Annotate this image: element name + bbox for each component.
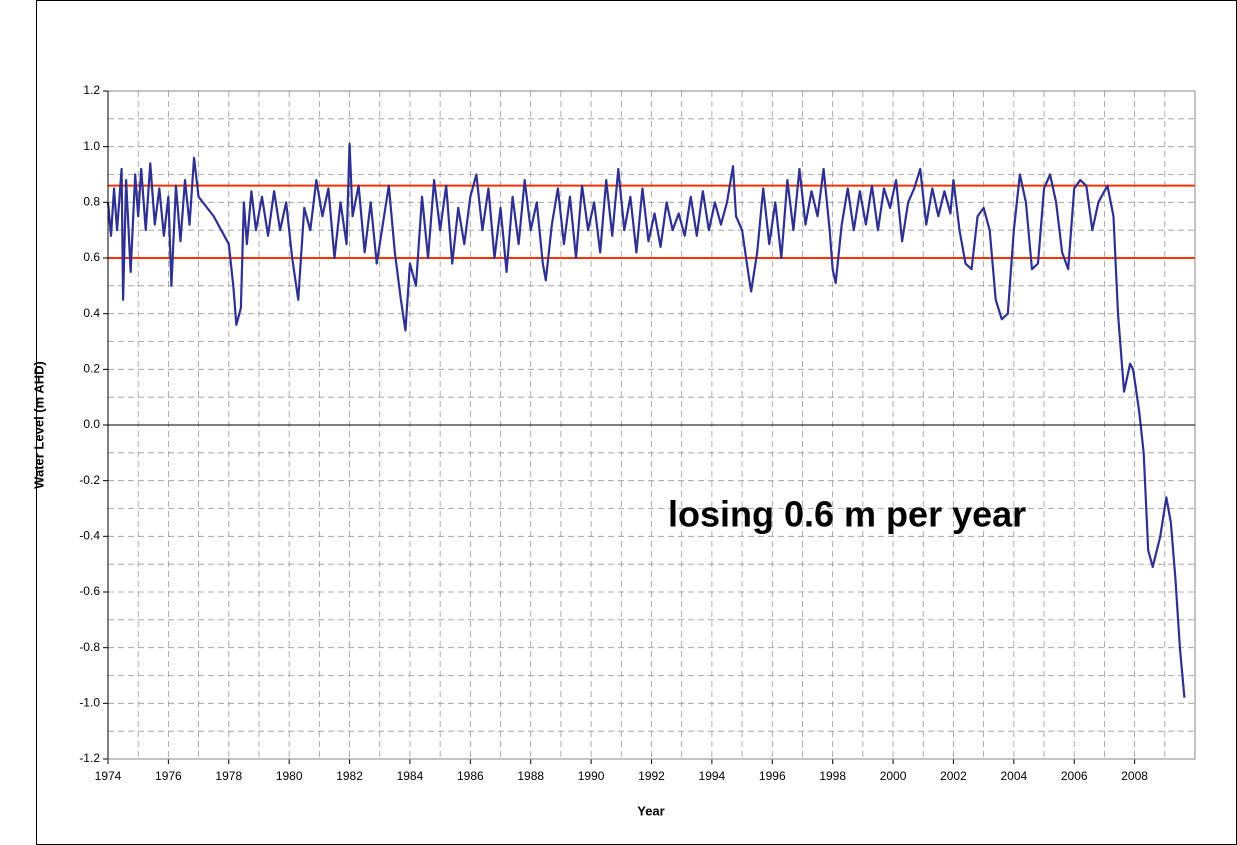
y-tick-label: -0.2 — [79, 473, 100, 487]
annotation: losing 0.6 m per year — [668, 494, 1026, 535]
x-tick-label: 1988 — [517, 769, 544, 783]
x-tick-label: 2004 — [1000, 769, 1027, 783]
x-tick-label: 1982 — [336, 769, 363, 783]
y-tick-label: 1.0 — [83, 139, 100, 153]
axes: -1.2 -1.0 -0.8 -0.6 -0.4 -0.2 0.0 0.2 0.4 0.6 0.8 1… — [79, 83, 1196, 783]
x-tick-label: 1986 — [457, 769, 484, 783]
x-tick-label: 1994 — [699, 769, 726, 783]
x-tick-label: 1996 — [759, 769, 786, 783]
x-tick-label: 2008 — [1121, 769, 1148, 783]
x-tick-label: 2006 — [1061, 769, 1088, 783]
x-tick-label: 1992 — [638, 769, 665, 783]
y-tick-label: 0.4 — [83, 306, 100, 320]
x-tick-label: 1978 — [215, 769, 242, 783]
chart-frame — [36, 0, 1237, 845]
y-tick-label: -1.0 — [79, 696, 100, 710]
y-tick-label: 0.6 — [83, 250, 100, 264]
x-tick-label: 2000 — [880, 769, 907, 783]
x-tick-label: 1974 — [95, 769, 122, 783]
x-tick-label: 1998 — [819, 769, 846, 783]
y-tick-label: -1.2 — [79, 751, 100, 765]
y-tick-label: 0.2 — [83, 362, 100, 376]
y-axis-title: Water Level (m AHD) — [31, 361, 46, 489]
reference-lines — [108, 184, 1195, 259]
y-tick-label: -0.4 — [79, 529, 100, 543]
plot — [106, 142, 1186, 698]
x-tick-label: 2002 — [940, 769, 967, 783]
y-tick-label: 0.8 — [83, 195, 100, 209]
y-tick-label: -0.8 — [79, 640, 100, 654]
data-line — [106, 142, 1186, 698]
x-axis-title: Year — [637, 803, 664, 818]
y-tick-label: 0.0 — [83, 417, 100, 431]
y-tick-label: 1.2 — [83, 83, 100, 97]
x-tick-label: 1984 — [397, 769, 424, 783]
x-tick-label: 1976 — [155, 769, 182, 783]
y-tick-label: -0.6 — [79, 584, 100, 598]
x-tick-label: 1980 — [276, 769, 303, 783]
x-tick-label: 1990 — [578, 769, 605, 783]
